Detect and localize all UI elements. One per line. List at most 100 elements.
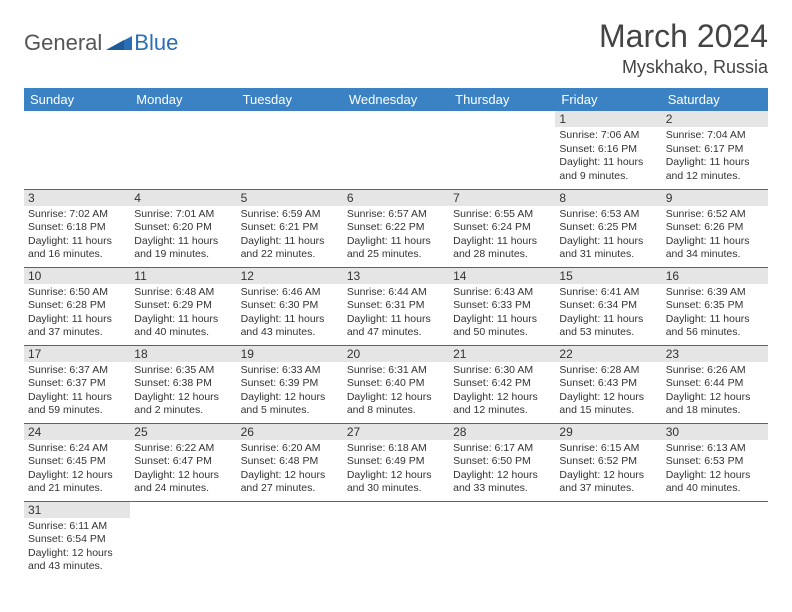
day-number: 28 [449,424,555,440]
sunset-line: Sunset: 6:38 PM [134,377,232,391]
sunset-line: Sunset: 6:43 PM [559,377,657,391]
day-details: Sunrise: 6:39 AMSunset: 6:35 PMDaylight:… [662,284,768,345]
sunrise-line: Sunrise: 6:48 AM [134,286,232,300]
calendar-cell: 18Sunrise: 6:35 AMSunset: 6:38 PMDayligh… [130,345,236,423]
daylight-line: Daylight: 11 hours and 22 minutes. [241,235,339,262]
sunset-line: Sunset: 6:17 PM [666,143,764,157]
daylight-line: Daylight: 12 hours and 27 minutes. [241,469,339,496]
daylight-line: Daylight: 11 hours and 47 minutes. [347,313,445,340]
weekday-header: Sunday [24,88,130,111]
calendar-cell: 28Sunrise: 6:17 AMSunset: 6:50 PMDayligh… [449,423,555,501]
sunset-line: Sunset: 6:45 PM [28,455,126,469]
sunrise-line: Sunrise: 6:17 AM [453,442,551,456]
day-number: 6 [343,190,449,206]
daylight-line: Daylight: 11 hours and 56 minutes. [666,313,764,340]
day-number: 24 [24,424,130,440]
day-details: Sunrise: 7:02 AMSunset: 6:18 PMDaylight:… [24,206,130,267]
calendar-cell: 1Sunrise: 7:06 AMSunset: 6:16 PMDaylight… [555,111,661,189]
sunset-line: Sunset: 6:54 PM [28,533,126,547]
calendar-cell [24,111,130,189]
calendar-cell: 27Sunrise: 6:18 AMSunset: 6:49 PMDayligh… [343,423,449,501]
sunset-line: Sunset: 6:16 PM [559,143,657,157]
day-details: Sunrise: 6:13 AMSunset: 6:53 PMDaylight:… [662,440,768,501]
sunrise-line: Sunrise: 6:59 AM [241,208,339,222]
calendar-cell: 14Sunrise: 6:43 AMSunset: 6:33 PMDayligh… [449,267,555,345]
sunrise-line: Sunrise: 7:01 AM [134,208,232,222]
calendar-cell: 7Sunrise: 6:55 AMSunset: 6:24 PMDaylight… [449,189,555,267]
sunrise-line: Sunrise: 6:41 AM [559,286,657,300]
calendar-cell [449,111,555,189]
calendar-cell: 12Sunrise: 6:46 AMSunset: 6:30 PMDayligh… [237,267,343,345]
day-details: Sunrise: 6:59 AMSunset: 6:21 PMDaylight:… [237,206,343,267]
calendar-cell [237,111,343,189]
day-details: Sunrise: 6:22 AMSunset: 6:47 PMDaylight:… [130,440,236,501]
calendar-cell: 4Sunrise: 7:01 AMSunset: 6:20 PMDaylight… [130,189,236,267]
calendar-cell: 16Sunrise: 6:39 AMSunset: 6:35 PMDayligh… [662,267,768,345]
sunrise-line: Sunrise: 7:06 AM [559,129,657,143]
sunrise-line: Sunrise: 6:35 AM [134,364,232,378]
day-details: Sunrise: 6:30 AMSunset: 6:42 PMDaylight:… [449,362,555,423]
title-block: March 2024 Myskhako, Russia [599,18,768,78]
daylight-line: Daylight: 12 hours and 33 minutes. [453,469,551,496]
day-number: 1 [555,111,661,127]
sunset-line: Sunset: 6:28 PM [28,299,126,313]
day-number: 4 [130,190,236,206]
daylight-line: Daylight: 11 hours and 12 minutes. [666,156,764,183]
logo-text-2: Blue [134,30,178,56]
day-details: Sunrise: 6:28 AMSunset: 6:43 PMDaylight:… [555,362,661,423]
daylight-line: Daylight: 11 hours and 50 minutes. [453,313,551,340]
day-number: 3 [24,190,130,206]
calendar-cell: 29Sunrise: 6:15 AMSunset: 6:52 PMDayligh… [555,423,661,501]
calendar-cell: 17Sunrise: 6:37 AMSunset: 6:37 PMDayligh… [24,345,130,423]
day-details: Sunrise: 6:52 AMSunset: 6:26 PMDaylight:… [662,206,768,267]
day-details: Sunrise: 6:33 AMSunset: 6:39 PMDaylight:… [237,362,343,423]
calendar-cell: 31Sunrise: 6:11 AMSunset: 6:54 PMDayligh… [24,501,130,579]
sunrise-line: Sunrise: 6:44 AM [347,286,445,300]
day-number: 18 [130,346,236,362]
sunset-line: Sunset: 6:47 PM [134,455,232,469]
daylight-line: Daylight: 11 hours and 40 minutes. [134,313,232,340]
daylight-line: Daylight: 12 hours and 37 minutes. [559,469,657,496]
day-number: 26 [237,424,343,440]
daylight-line: Daylight: 12 hours and 15 minutes. [559,391,657,418]
calendar-cell [237,501,343,579]
weekday-header-row: Sunday Monday Tuesday Wednesday Thursday… [24,88,768,111]
calendar-cell: 30Sunrise: 6:13 AMSunset: 6:53 PMDayligh… [662,423,768,501]
header: General Blue March 2024 Myskhako, Russia [24,18,768,78]
calendar-cell: 11Sunrise: 6:48 AMSunset: 6:29 PMDayligh… [130,267,236,345]
sunrise-line: Sunrise: 7:04 AM [666,129,764,143]
sunset-line: Sunset: 6:18 PM [28,221,126,235]
day-details: Sunrise: 6:11 AMSunset: 6:54 PMDaylight:… [24,518,130,579]
logo-text-1: General [24,30,102,56]
location: Myskhako, Russia [599,57,768,78]
day-number: 20 [343,346,449,362]
day-number: 10 [24,268,130,284]
day-details: Sunrise: 6:53 AMSunset: 6:25 PMDaylight:… [555,206,661,267]
logo-icon [106,30,132,56]
day-details: Sunrise: 7:01 AMSunset: 6:20 PMDaylight:… [130,206,236,267]
sunset-line: Sunset: 6:53 PM [666,455,764,469]
day-details: Sunrise: 6:57 AMSunset: 6:22 PMDaylight:… [343,206,449,267]
calendar-body: 1Sunrise: 7:06 AMSunset: 6:16 PMDaylight… [24,111,768,579]
day-number: 27 [343,424,449,440]
calendar-cell: 22Sunrise: 6:28 AMSunset: 6:43 PMDayligh… [555,345,661,423]
day-details: Sunrise: 7:04 AMSunset: 6:17 PMDaylight:… [662,127,768,188]
calendar-cell [130,111,236,189]
daylight-line: Daylight: 12 hours and 21 minutes. [28,469,126,496]
page-title: March 2024 [599,18,768,55]
sunset-line: Sunset: 6:40 PM [347,377,445,391]
sunset-line: Sunset: 6:42 PM [453,377,551,391]
daylight-line: Daylight: 11 hours and 37 minutes. [28,313,126,340]
daylight-line: Daylight: 11 hours and 19 minutes. [134,235,232,262]
day-number: 22 [555,346,661,362]
sunrise-line: Sunrise: 6:53 AM [559,208,657,222]
calendar-cell [343,111,449,189]
calendar-cell: 19Sunrise: 6:33 AMSunset: 6:39 PMDayligh… [237,345,343,423]
daylight-line: Daylight: 12 hours and 8 minutes. [347,391,445,418]
daylight-line: Daylight: 12 hours and 24 minutes. [134,469,232,496]
logo: General Blue [24,30,178,56]
day-details: Sunrise: 6:44 AMSunset: 6:31 PMDaylight:… [343,284,449,345]
day-details: Sunrise: 7:06 AMSunset: 6:16 PMDaylight:… [555,127,661,188]
day-details: Sunrise: 6:50 AMSunset: 6:28 PMDaylight:… [24,284,130,345]
calendar-cell: 13Sunrise: 6:44 AMSunset: 6:31 PMDayligh… [343,267,449,345]
